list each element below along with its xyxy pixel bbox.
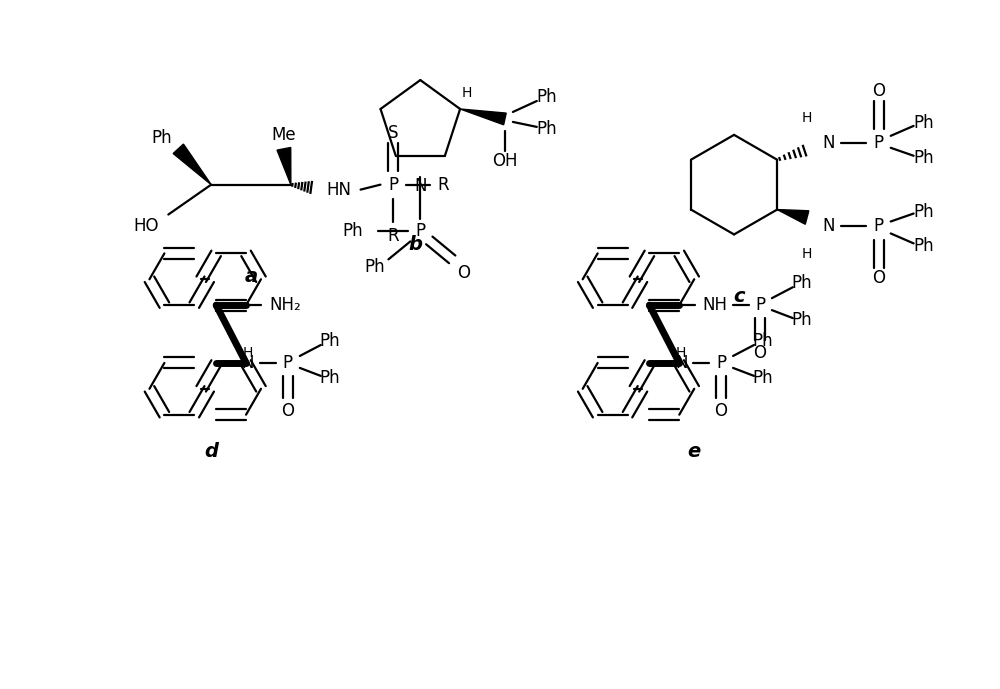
Text: Ph: Ph — [753, 369, 773, 387]
Text: H: H — [802, 111, 812, 125]
Text: N: N — [823, 134, 835, 152]
Text: P: P — [283, 354, 293, 372]
Text: R: R — [388, 227, 399, 245]
Text: R: R — [437, 176, 449, 194]
Text: b: b — [408, 235, 422, 254]
Text: O: O — [753, 344, 766, 362]
Text: O: O — [715, 402, 728, 420]
Text: P: P — [874, 218, 884, 236]
Text: Ph: Ph — [791, 274, 812, 292]
Text: H: H — [462, 86, 472, 100]
Text: Ph: Ph — [342, 223, 363, 240]
Text: S: S — [388, 124, 399, 142]
Text: Ph: Ph — [913, 114, 934, 132]
Polygon shape — [460, 109, 506, 125]
Text: OH: OH — [492, 152, 518, 169]
Text: Me: Me — [272, 126, 296, 144]
Text: Ph: Ph — [913, 238, 934, 256]
Text: Ph: Ph — [913, 203, 934, 220]
Text: P: P — [388, 176, 398, 194]
Text: Ph: Ph — [536, 120, 557, 138]
Text: P: P — [716, 354, 726, 372]
Text: Ph: Ph — [791, 311, 812, 329]
Text: O: O — [457, 265, 470, 282]
Text: P: P — [755, 296, 765, 314]
Text: HO: HO — [134, 218, 159, 236]
Polygon shape — [777, 209, 809, 224]
Text: Ph: Ph — [913, 149, 934, 167]
Polygon shape — [173, 144, 211, 185]
Text: O: O — [281, 402, 294, 420]
Text: H: H — [243, 346, 253, 360]
Text: N: N — [242, 354, 254, 372]
Polygon shape — [277, 147, 291, 185]
Text: NH: NH — [703, 296, 728, 314]
Text: O: O — [872, 269, 885, 287]
Text: H: H — [676, 346, 686, 360]
Text: N: N — [675, 354, 688, 372]
Text: d: d — [204, 442, 218, 461]
Text: HN: HN — [326, 181, 351, 198]
Text: N: N — [823, 218, 835, 236]
Text: Ph: Ph — [319, 369, 340, 387]
Text: Ph: Ph — [151, 129, 172, 147]
Text: Ph: Ph — [319, 332, 340, 350]
Text: Ph: Ph — [753, 332, 773, 350]
Text: c: c — [733, 287, 745, 306]
Text: Ph: Ph — [364, 258, 385, 276]
Text: N: N — [414, 176, 427, 195]
Text: O: O — [872, 82, 885, 100]
Text: Ph: Ph — [536, 88, 557, 106]
Text: P: P — [415, 223, 425, 240]
Text: a: a — [244, 267, 258, 286]
Text: e: e — [688, 442, 701, 461]
Text: H: H — [802, 247, 812, 261]
Text: NH₂: NH₂ — [269, 296, 301, 314]
Text: P: P — [874, 134, 884, 152]
